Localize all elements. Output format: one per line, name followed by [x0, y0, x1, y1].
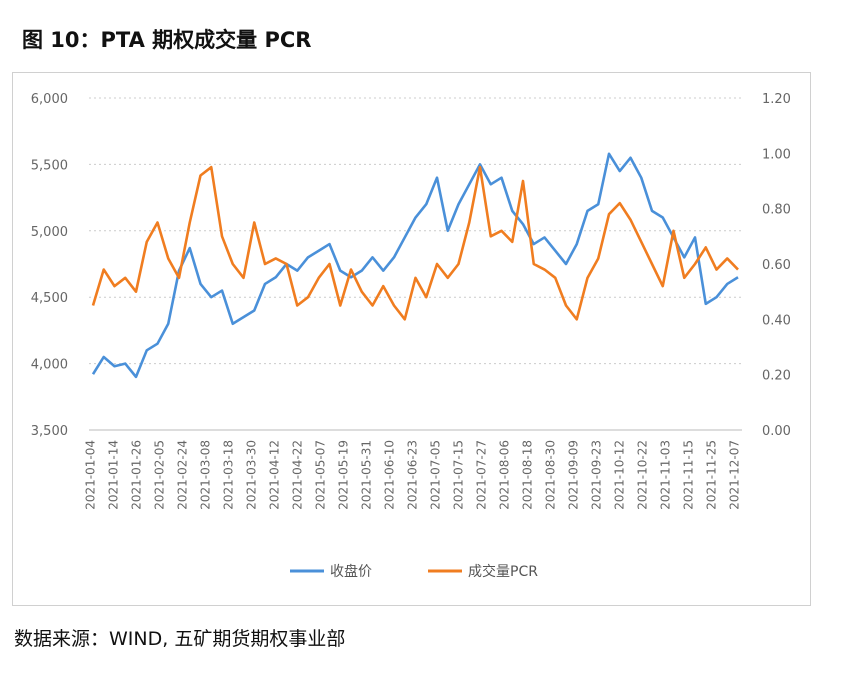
- x-tick-label: 2021-10-22: [636, 440, 650, 510]
- source-note: 数据来源：WIND, 五矿期货期权事业部: [14, 628, 346, 650]
- y-left-tick-label: 5,500: [31, 158, 68, 173]
- y-right-tick-label: 0.60: [762, 258, 791, 273]
- series-line-pcr: [91, 165, 739, 321]
- x-tick-label: 2021-01-26: [130, 440, 144, 510]
- x-tick-label: 2021-01-04: [84, 440, 98, 510]
- chart-frame: [12, 72, 811, 606]
- x-tick-label: 2021-08-18: [521, 440, 535, 510]
- y-right-tick-label: 1.20: [762, 92, 791, 107]
- x-tick-label: 2021-12-07: [728, 440, 742, 510]
- legend-label: 成交量PCR: [468, 563, 538, 580]
- x-tick-label: 2021-06-23: [406, 440, 420, 510]
- y-right-tick-label: 1.00: [762, 147, 791, 162]
- series-line-close: [91, 152, 739, 379]
- x-tick-label: 2021-10-12: [613, 440, 627, 510]
- x-tick-label: 2021-09-23: [590, 440, 604, 510]
- x-tick-label: 2021-04-12: [268, 440, 282, 510]
- y-left-tick-label: 4,000: [31, 358, 68, 373]
- y-right-tick-label: 0.00: [762, 424, 791, 439]
- legend-label: 收盘价: [330, 563, 372, 580]
- y-left-tick-label: 6,000: [31, 92, 68, 107]
- x-tick-label: 2021-07-05: [429, 440, 443, 510]
- x-tick-label: 2021-07-15: [452, 440, 466, 510]
- x-tick-label: 2021-07-27: [475, 440, 489, 510]
- x-tick-label: 2021-02-05: [153, 440, 167, 510]
- x-tick-label: 2021-05-19: [337, 440, 351, 510]
- x-tick-label: 2021-11-25: [705, 440, 719, 510]
- x-tick-label: 2021-11-15: [682, 440, 696, 510]
- y-left-tick-label: 5,000: [31, 225, 68, 240]
- y-left-tick-label: 4,500: [31, 291, 68, 306]
- x-tick-label: 2021-09-09: [567, 440, 581, 510]
- x-tick-label: 2021-08-30: [544, 440, 558, 510]
- x-tick-label: 2021-05-31: [360, 440, 374, 510]
- x-tick-label: 2021-05-07: [314, 440, 328, 510]
- x-tick-label: 2021-01-14: [107, 440, 121, 510]
- x-tick-label: 2021-06-10: [383, 440, 397, 510]
- figure-title: 图 10：PTA 期权成交量 PCR: [22, 28, 312, 52]
- x-tick-label: 2021-03-18: [222, 440, 236, 510]
- x-tick-label: 2021-03-08: [199, 440, 213, 510]
- y-left-tick-label: 3,500: [31, 424, 68, 439]
- x-tick-label: 2021-04-22: [291, 440, 305, 510]
- x-tick-label: 2021-08-06: [498, 440, 512, 510]
- y-right-tick-label: 0.40: [762, 313, 791, 328]
- y-right-tick-label: 0.20: [762, 369, 791, 384]
- x-tick-label: 2021-03-30: [245, 440, 259, 510]
- y-right-tick-label: 0.80: [762, 203, 791, 218]
- x-tick-label: 2021-11-03: [659, 440, 673, 510]
- x-tick-label: 2021-02-24: [176, 440, 190, 510]
